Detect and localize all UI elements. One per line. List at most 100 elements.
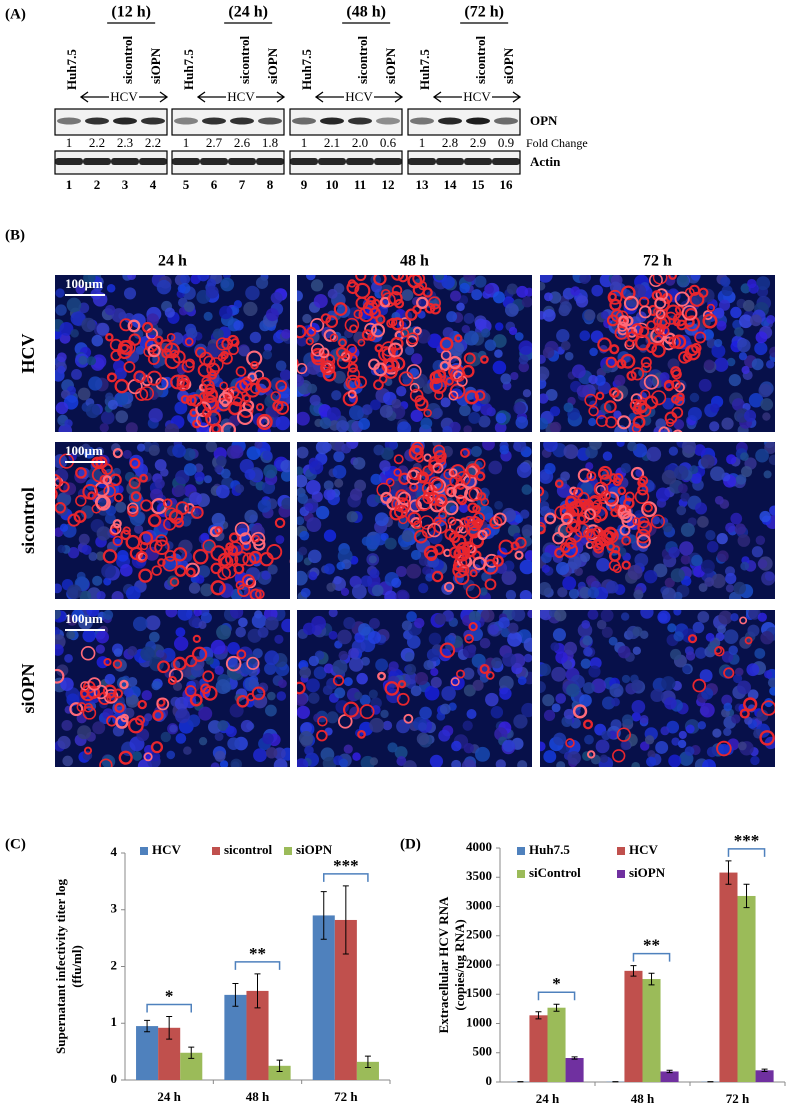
nucleus [513,714,527,728]
nucleus [206,441,217,452]
nucleus [764,470,772,478]
nucleus [280,460,293,473]
lane-label: siOPN [501,47,516,84]
nucleus [750,756,759,765]
nucleus [588,665,600,677]
nucleus [588,375,597,384]
y-tick-label: 4000 [466,839,492,854]
nucleus [543,347,554,358]
nucleus [765,571,775,581]
nucleus [151,681,160,690]
nucleus [544,292,553,301]
fold-change: 2.1 [324,135,340,150]
nucleus [660,726,669,735]
nucleus [716,321,726,331]
nucleus [523,389,531,397]
nucleus [306,271,316,281]
nucleus [391,482,400,491]
nucleus [544,463,555,474]
nucleus [603,451,612,460]
nucleus [56,402,68,414]
nucleus [769,506,779,516]
nucleus [169,725,177,733]
nucleus [296,412,310,426]
nucleus [446,311,457,322]
lane-label: Huh7.5 [417,49,432,90]
nucleus [450,291,461,302]
fold-change: 1 [66,135,73,150]
nucleus [78,356,87,365]
nucleus [655,741,668,754]
nucleus [370,757,378,765]
micrograph [535,268,780,442]
nucleus [668,547,679,558]
nucleus [149,445,160,456]
opn-band [174,118,198,125]
hcv-label: HCV [345,89,373,104]
nucleus [688,407,702,421]
nucleus [172,444,186,458]
nucleus [714,339,722,347]
nucleus [609,683,623,697]
nucleus [174,637,188,651]
nucleus [737,680,751,694]
actin-band [464,158,492,165]
nucleus [633,647,641,655]
nucleus [126,586,141,601]
time-label: (72 h) [464,4,504,21]
nucleus [264,650,279,665]
x-tick-label: 48 h [631,1091,655,1104]
nucleus [149,408,163,422]
lane-label: sicontrol [355,35,370,84]
nucleus [720,276,730,286]
nucleus [646,757,656,767]
nucleus [134,525,143,534]
nucleus [349,657,364,672]
nucleus [551,667,566,682]
nucleus [525,550,536,561]
nucleus [322,442,332,452]
nucleus [204,475,212,483]
lane-number: 12 [382,177,395,192]
nucleus [553,733,566,746]
nucleus [92,576,102,586]
nucleus [67,585,82,600]
actin-band [55,158,83,165]
nucleus [70,329,78,337]
nucleus [495,322,503,330]
significance-bracket [147,1004,191,1012]
nucleus [385,538,397,550]
nucleus [157,280,171,294]
nucleus [569,589,579,599]
hcv-label: HCV [110,89,138,104]
nucleus [414,618,424,628]
micrograph: 100µm [39,604,294,773]
micrograph [284,268,534,437]
nucleus [373,445,384,456]
nucleus [120,564,133,577]
nucleus [276,691,286,701]
nucleus [206,286,219,299]
nucleus [149,657,164,672]
nucleus [307,384,317,394]
nucleus [463,645,476,658]
lane-label: siOPN [265,47,280,84]
nucleus [160,468,168,476]
nucleus [723,703,732,712]
nucleus [550,422,562,434]
nucleus [101,411,115,425]
nucleus [403,760,417,774]
nucleus [464,313,475,324]
y-tick-label: 1500 [466,985,492,1000]
nucleus [265,705,277,717]
nucleus [166,751,175,760]
nucleus [766,315,775,324]
nucleus [737,339,751,353]
nucleus [397,421,411,435]
nucleus [52,644,64,656]
nucleus [485,339,496,350]
nucleus [306,678,320,692]
micrograph [528,437,779,604]
legend-swatch [517,847,525,855]
nucleus [332,660,347,675]
